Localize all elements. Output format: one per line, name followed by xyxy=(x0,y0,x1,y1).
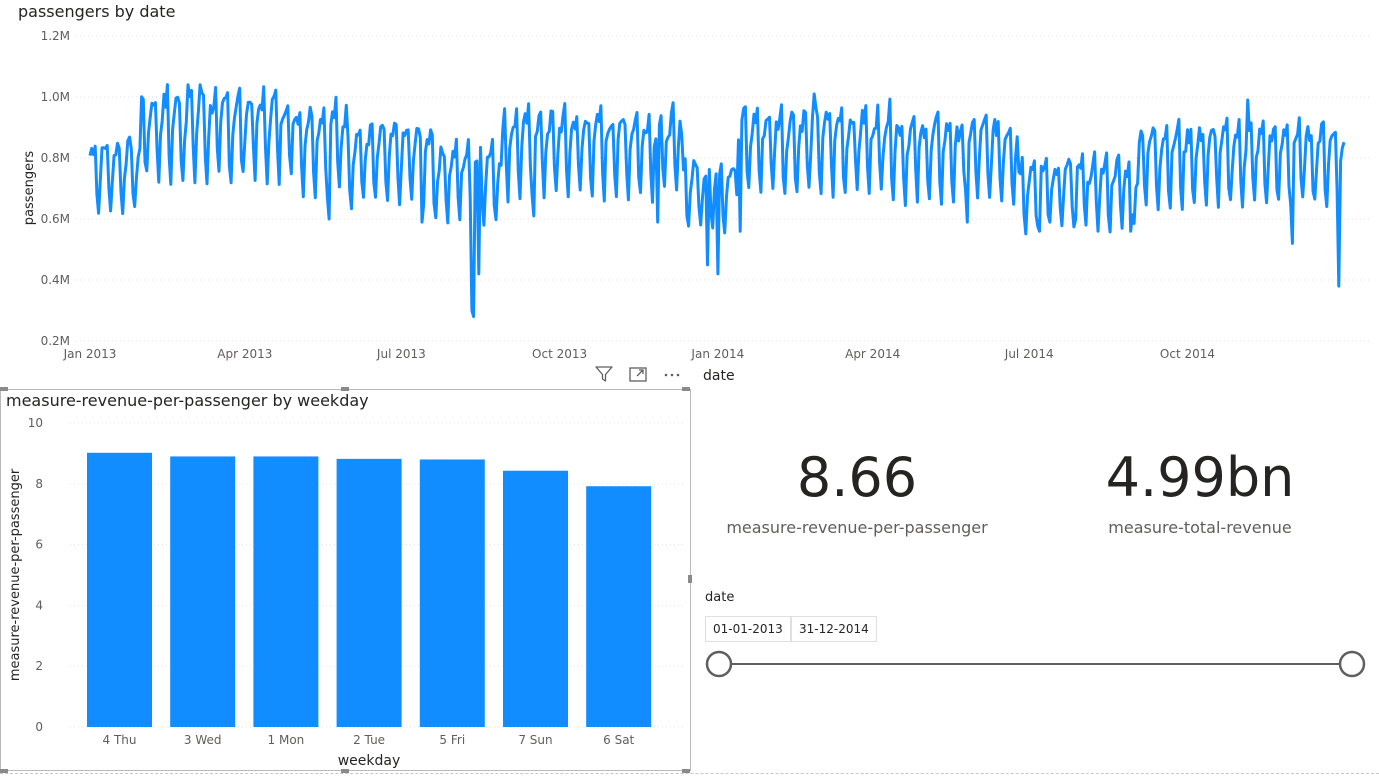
visual-header xyxy=(594,364,682,384)
line-x-tick-label: Oct 2014 xyxy=(1160,347,1215,361)
bar-x-axis-label: weekday xyxy=(338,753,401,769)
resize-handle-bottom[interactable] xyxy=(341,769,349,773)
line-x-axis-label: date xyxy=(703,368,735,384)
card-value-total-revenue: 4.99bn xyxy=(1105,446,1295,509)
card-label-total-revenue: measure-total-revenue xyxy=(1108,518,1292,537)
bar-x-tick-label: 6 Sat xyxy=(603,733,634,747)
resize-handle-bottom-right[interactable] xyxy=(682,769,690,773)
page-bottom-divider xyxy=(0,773,1379,775)
bar-4-thu xyxy=(87,452,152,727)
bar-3-wed xyxy=(170,456,236,727)
bar-x-tick-label: 1 Mon xyxy=(268,733,305,747)
slider-start-handle[interactable] xyxy=(705,650,733,678)
bar-2-tue xyxy=(336,458,402,727)
bar-y-axis-label: measure-revenue-per-passenger xyxy=(8,468,23,681)
resize-handle-top-left[interactable] xyxy=(0,387,8,391)
line-y-axis-label: passengers xyxy=(22,151,37,226)
resize-handle-top-right[interactable] xyxy=(682,387,690,391)
slider-end-handle[interactable] xyxy=(1338,650,1366,678)
bar-x-tick-label: 4 Thu xyxy=(103,733,137,747)
resize-handle-bottom-left[interactable] xyxy=(0,769,8,773)
bar-5-fri xyxy=(419,459,485,727)
bar-1-mon xyxy=(253,456,319,727)
bar-chart[interactable]: 0 2 4 6 8 10 4 Thu 3 Wed 1 Mon 2 Tue 5 Fri 7 Sun 6 S… xyxy=(0,389,690,771)
resize-handle-top[interactable] xyxy=(341,387,349,391)
line-chart-title: passengers by date xyxy=(18,2,176,21)
bar-7-sun xyxy=(503,470,568,727)
bar-y-tick-label: 0 xyxy=(35,720,43,734)
line-x-tick-label: Jul 2013 xyxy=(376,347,426,361)
line-y-tick-label: 0.6M xyxy=(41,212,70,226)
more-options-icon[interactable] xyxy=(662,364,682,384)
line-x-tick-label: Jul 2014 xyxy=(1004,347,1054,361)
bar-x-tick-label: 2 Tue xyxy=(353,733,385,747)
slicer-end-date-input[interactable]: 31-12-2014 xyxy=(791,616,877,642)
slicer-title: date xyxy=(705,590,735,605)
bar-x-tick-label: 7 Sun xyxy=(518,733,552,747)
focus-mode-icon[interactable] xyxy=(628,364,648,384)
bar-y-tick-label: 10 xyxy=(28,416,43,430)
line-chart[interactable]: 0.2M 0.4M 0.6M 0.8M 1.0M 1.2M Jan 2013 Apr 2013… xyxy=(0,0,1379,388)
resize-handle-right[interactable] xyxy=(688,575,692,583)
bar-y-tick-label: 4 xyxy=(35,598,43,612)
slicer-start-date-input[interactable]: 01-01-2013 xyxy=(705,616,791,642)
line-y-tick-label: 1.0M xyxy=(41,90,70,104)
line-x-tick-label: Apr 2013 xyxy=(217,347,272,361)
bar-y-tick-label: 8 xyxy=(35,477,43,491)
line-y-tick-label: 1.2M xyxy=(41,29,70,43)
date-range-slider[interactable] xyxy=(700,645,1370,685)
bar-y-tick-label: 2 xyxy=(35,659,43,673)
line-y-tick-label: 0.2M xyxy=(41,334,70,348)
line-x-tick-label: Oct 2013 xyxy=(532,347,587,361)
bar-y-tick-label: 6 xyxy=(35,538,43,552)
bar-chart-title: measure-revenue-per-passenger by weekday xyxy=(6,391,369,410)
line-x-tick-label: Apr 2014 xyxy=(845,347,900,361)
line-y-tick-label: 0.4M xyxy=(41,273,70,287)
bar-6-sat xyxy=(586,486,652,727)
line-series-passengers xyxy=(88,83,1346,319)
line-x-tick-label: Jan 2013 xyxy=(63,347,117,361)
filter-icon[interactable] xyxy=(594,364,614,384)
line-y-tick-label: 0.8M xyxy=(41,151,70,165)
bar-x-tick-label: 5 Fri xyxy=(439,733,465,747)
card-value-revenue-per-passenger: 8.66 xyxy=(796,446,918,509)
bar-x-tick-label: 3 Wed xyxy=(184,733,222,747)
card-label-revenue-per-passenger: measure-revenue-per-passenger xyxy=(726,518,988,537)
line-x-tick-label: Jan 2014 xyxy=(690,347,744,361)
